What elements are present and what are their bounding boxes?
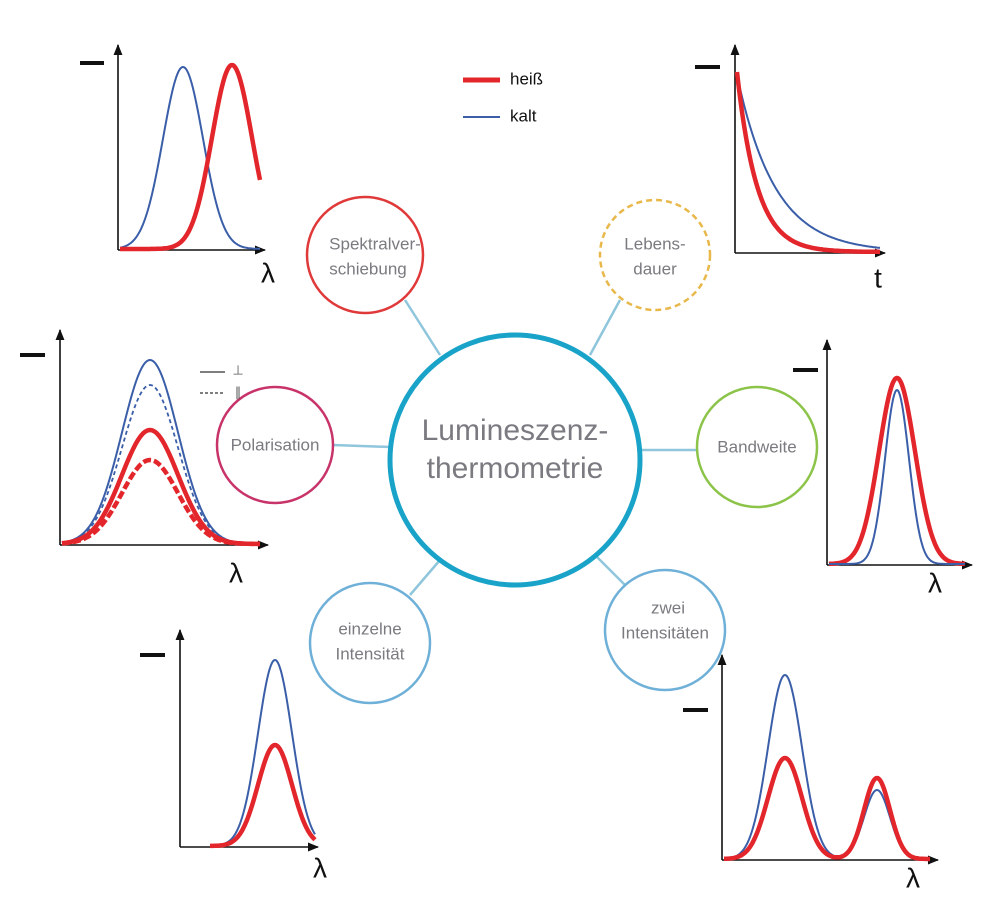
center-label: thermometrie (427, 452, 604, 485)
node-label: Spektralver- (329, 234, 421, 253)
legend-cold: kalt (510, 106, 537, 125)
curve (210, 742, 317, 849)
node-circle (215, 385, 335, 505)
node-circle (695, 385, 819, 509)
curves (61, 62, 966, 862)
connector (409, 559, 441, 596)
x-axis-label: t (874, 262, 882, 293)
x-axis-label: λ (906, 862, 920, 893)
x-axis-label: λ (313, 852, 327, 883)
curve (723, 673, 930, 860)
node-circle (603, 568, 727, 692)
panel: λ (140, 628, 327, 883)
curve (736, 74, 881, 249)
curve (61, 457, 260, 547)
node-label: Intensitäten (621, 623, 709, 642)
node-label: schiebung (329, 259, 407, 278)
panel: λ (80, 43, 275, 288)
x-axis-label: λ (229, 557, 243, 588)
node-circle (305, 195, 425, 315)
node-label: dauer (633, 259, 677, 278)
node-label: zwei (651, 598, 685, 617)
node-circle (308, 581, 432, 705)
curve (828, 375, 966, 567)
x-axis-label: λ (261, 257, 275, 288)
connector (588, 299, 622, 356)
panel: λ (683, 653, 940, 893)
panel: λ ⊥ ∥ (20, 328, 270, 588)
node-label: Lebens- (624, 234, 685, 253)
connector (594, 554, 626, 586)
node-label: einzelne (338, 619, 401, 638)
connector (332, 443, 391, 449)
node-label: Bandweite (717, 437, 796, 456)
legend-symbol: ⊥ (232, 362, 243, 377)
curve (829, 388, 965, 565)
node-label: Polarisation (231, 435, 320, 454)
center-circle (387, 332, 643, 588)
curve (61, 384, 260, 545)
connectors (332, 299, 697, 596)
center-label: Lumineszenz- (422, 414, 609, 447)
legend-symbol: ∥ (235, 384, 242, 399)
node-circle (598, 198, 712, 312)
connector (403, 299, 442, 356)
legend-hot: heiß (510, 69, 543, 88)
curve (724, 755, 930, 862)
x-axis-label: λ (928, 567, 942, 598)
panel: t (695, 43, 887, 293)
curve (209, 658, 316, 847)
curve (119, 65, 260, 250)
curve (734, 71, 880, 255)
node-label: Intensität (336, 644, 405, 663)
curve (120, 62, 263, 252)
